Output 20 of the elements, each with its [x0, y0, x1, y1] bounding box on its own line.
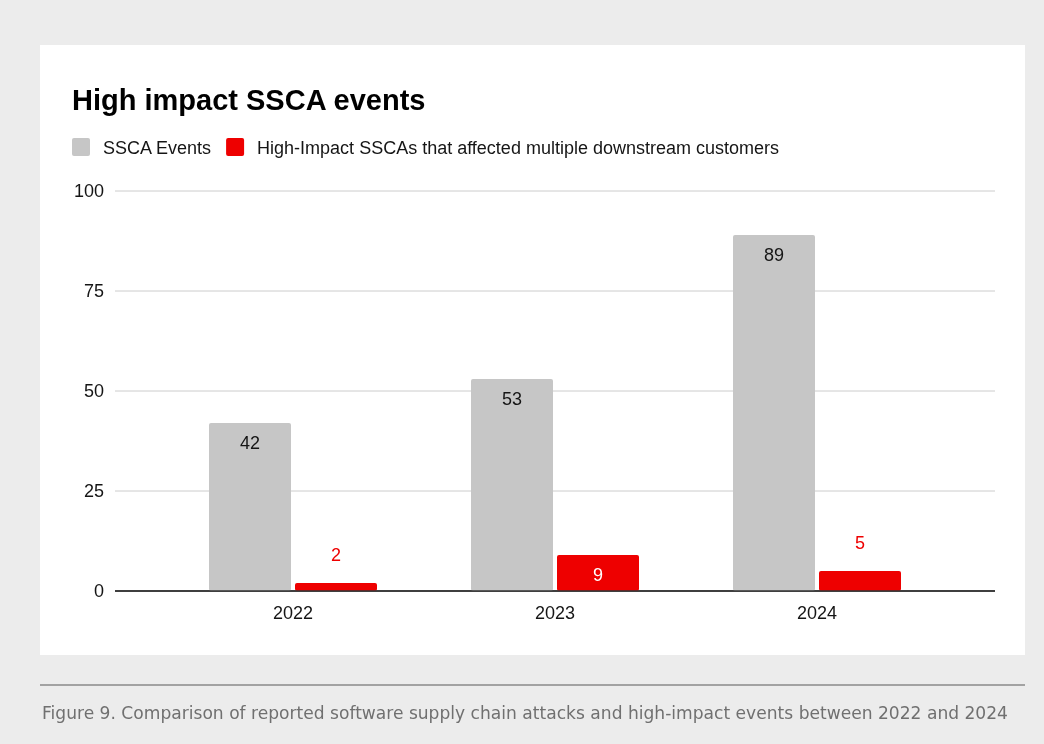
y-tick-label: 25	[83, 481, 104, 501]
x-tick-label: 2024	[796, 603, 838, 623]
legend-label: High-Impact SSCAs that affected multiple downstream customers	[257, 138, 779, 158]
y-tick-label: 75	[83, 281, 104, 301]
bar	[819, 571, 901, 591]
bar	[557, 555, 639, 591]
data-label: 9	[592, 565, 604, 585]
x-tick-label: 2023	[534, 603, 576, 623]
y-tick-label: 50	[83, 381, 104, 401]
data-label: 89	[763, 245, 785, 265]
caption: Figure 9. Comparison of reported software supply chain attacks and high-impact events between 2022 and 2024	[42, 703, 1032, 723]
data-label: 53	[501, 389, 523, 409]
x-tick-label: 2022	[272, 603, 314, 623]
data-label: 42	[239, 433, 261, 453]
data-label: 5	[854, 533, 866, 553]
y-tick-label: 100	[73, 181, 104, 201]
legend-label: SSCA Events	[103, 138, 212, 158]
data-label: 2	[330, 545, 342, 565]
chart-title: High impact SSCA events	[72, 84, 426, 116]
y-tick-label: 0	[93, 581, 104, 601]
